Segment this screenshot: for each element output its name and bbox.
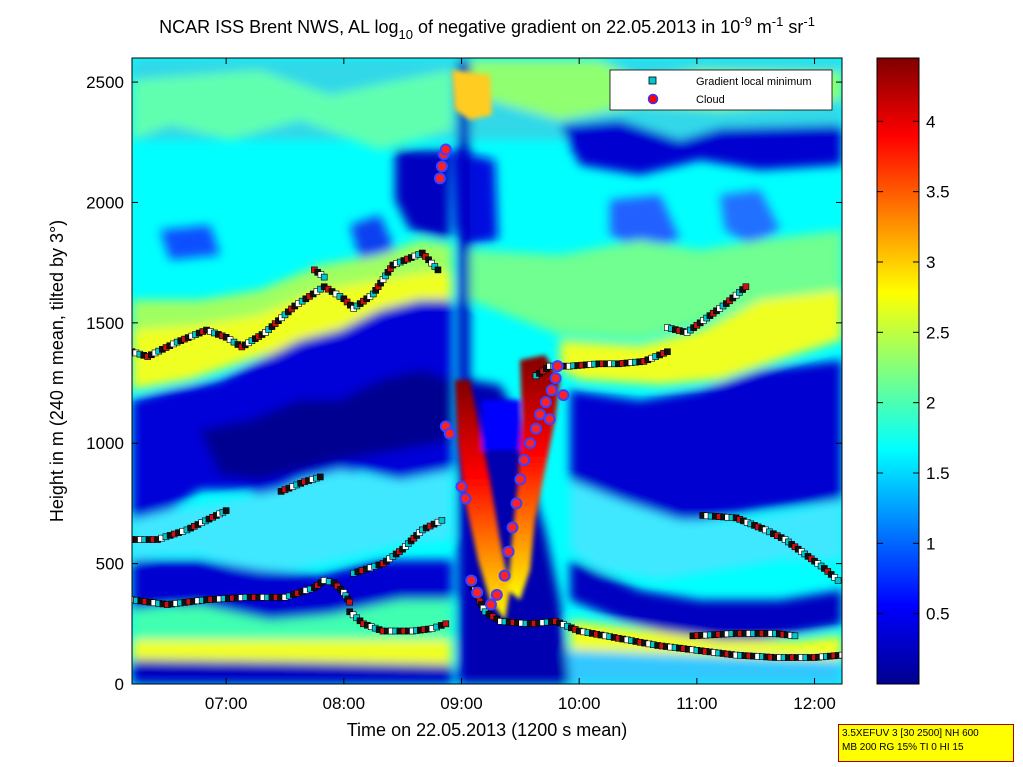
cloud-marker (557, 389, 570, 402)
gradient-minimum-marker (664, 348, 671, 356)
cloud-marker (455, 480, 468, 493)
legend-circle-marker (647, 93, 659, 105)
cloud-marker (439, 143, 452, 156)
cloud-marker (490, 588, 503, 601)
cloud-marker (545, 384, 558, 397)
legend-entry-gradient-minimum: Gradient local minimum (696, 76, 812, 88)
cloud-marker (530, 422, 543, 435)
cloud-marker (435, 160, 448, 173)
y-tick-label: 0 (115, 675, 124, 694)
legend-square-marker (648, 76, 657, 85)
cloud-marker (551, 360, 564, 373)
cloud-marker (465, 574, 478, 587)
colorbar-tick-label: 1.5 (926, 464, 950, 483)
gradient-minimum-marker (320, 273, 328, 281)
x-tick-label: 08:00 (323, 694, 366, 713)
x-axis-label: Time on 22.05.2013 (1200 s mean) (347, 720, 628, 740)
y-tick-label: 2000 (86, 193, 124, 212)
legend: Gradient local minimum Cloud (609, 69, 833, 111)
y-tick-label: 1000 (86, 434, 124, 453)
cloud-marker (510, 497, 523, 510)
cloud-marker (502, 545, 515, 558)
gradient-minimum-marker (838, 651, 842, 659)
colorbar-gradient (876, 57, 920, 685)
colorbar-tick-label: 0.5 (926, 605, 950, 624)
y-axis-label: Height in m (240 m mean, tilted by 3°) (47, 220, 67, 522)
settings-line-1: 3.5XEFUV 3 [30 2500] NH 600 (842, 728, 979, 739)
cloud-marker (539, 396, 552, 409)
cloud-marker (518, 454, 531, 467)
gradient-minimum-marker (434, 266, 442, 274)
settings-line-2: MB 200 RG 15% TI 0 HI 15 (842, 742, 964, 753)
colorbar-tick-label: 1 (926, 534, 935, 553)
gradient-minimum-marker (791, 632, 799, 640)
cloud-marker (471, 586, 484, 599)
chart-title: NCAR ISS Brent NWS, AL log10 of negative… (159, 14, 815, 42)
gradient-minimum-marker (346, 598, 354, 606)
x-tick-label: 09:00 (440, 694, 483, 713)
y-axis: 0 500 1000 1500 2000 2500 (86, 73, 842, 694)
x-axis: 07:00 08:00 09:00 10:00 11:00 12:00 (205, 58, 836, 713)
x-tick-label: 07:00 (205, 694, 248, 713)
y-tick-label: 1500 (86, 314, 124, 333)
cloud-marker (433, 172, 446, 185)
gradient-minimum-marker (834, 577, 842, 584)
colorbar-ticks: 0.5 1 1.5 2 2.5 3 3.5 4 (877, 112, 950, 624)
heatmap-field (132, 58, 842, 684)
settings-info-box: 3.5XEFUV 3 [30 2500] NH 600 MB 200 RG 15… (838, 724, 1014, 762)
gradient-minimum-marker (742, 283, 750, 291)
cloud-marker (459, 492, 472, 505)
legend-entry-cloud: Cloud (696, 94, 725, 106)
cloud-marker (543, 413, 556, 426)
gradient-minimum-marker (316, 473, 324, 481)
cloud-marker (484, 598, 497, 611)
plot-frame (131, 57, 843, 685)
colorbar: 0.5 1 1.5 2 2.5 3 3.5 4 (876, 57, 950, 685)
colorbar-tick-label: 3.5 (926, 183, 950, 202)
x-tick-label: 12:00 (793, 694, 836, 713)
cloud-marker (506, 521, 519, 534)
colorbar-tick-label: 3 (926, 253, 935, 272)
colorbar-tick-label: 2 (926, 394, 935, 413)
gradient-minimum-marker (438, 516, 446, 524)
y-tick-label: 2500 (86, 73, 124, 92)
x-tick-label: 11:00 (676, 694, 717, 713)
colorbar-tick-label: 4 (926, 112, 935, 131)
cloud-marker (533, 408, 546, 421)
y-tick-label: 500 (96, 555, 124, 574)
cloud-marker (514, 473, 527, 486)
x-tick-label: 10:00 (558, 694, 601, 713)
cloud-marker (443, 427, 456, 440)
gradient-minimum-marker (442, 620, 450, 628)
gradient-minimum-marker (222, 507, 230, 514)
marker-layer (132, 143, 842, 661)
cloud-marker (524, 437, 537, 450)
cloud-marker (498, 569, 511, 582)
cloud-marker (549, 372, 562, 385)
colorbar-tick-label: 2.5 (926, 323, 950, 342)
